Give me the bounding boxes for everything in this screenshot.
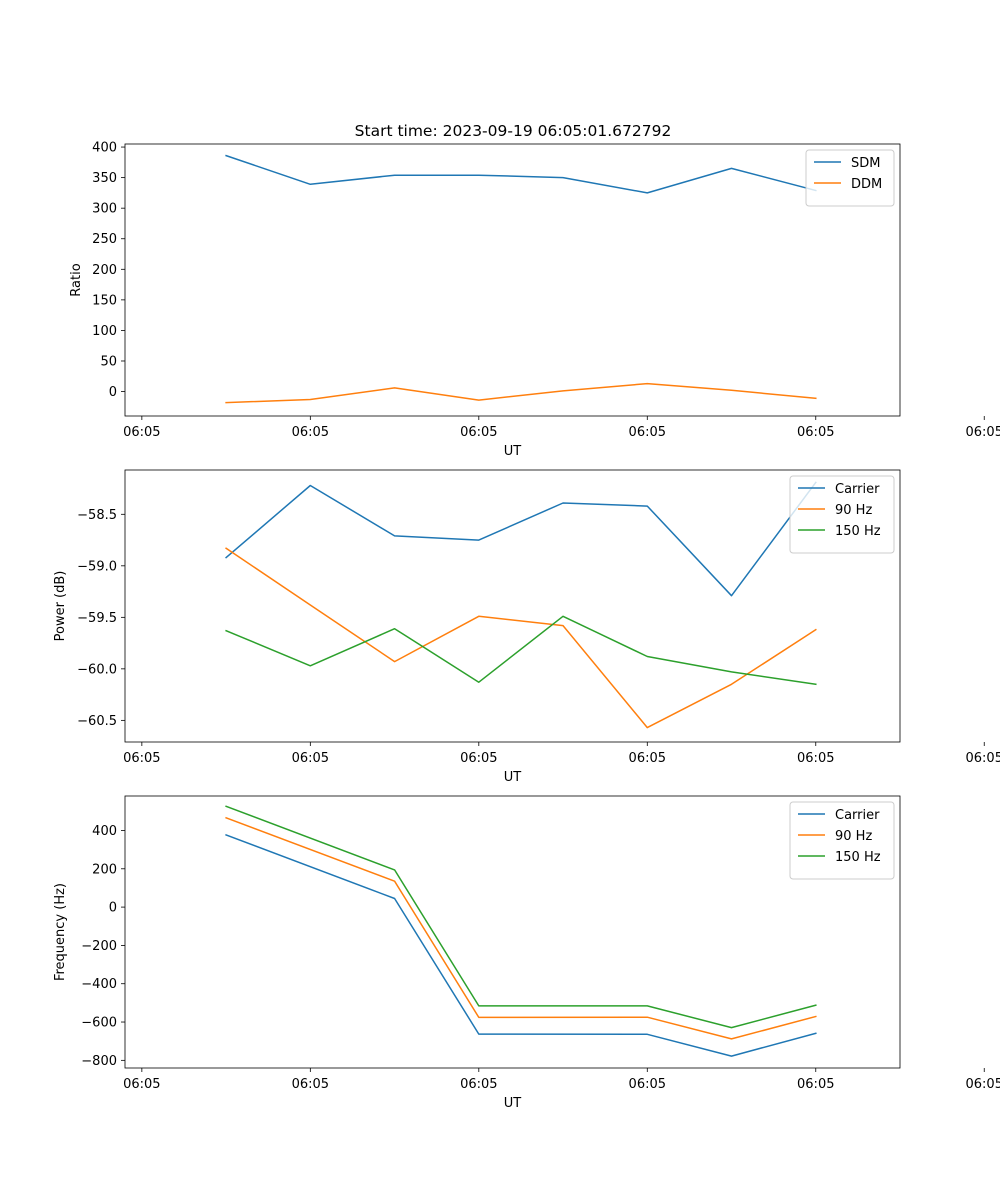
y-tick-label: 200 xyxy=(92,862,117,877)
x-tick-label: 06:05 xyxy=(966,1077,1000,1092)
x-tick-label: 06:05 xyxy=(292,751,329,766)
x-tick-label: 06:05 xyxy=(629,751,666,766)
x-tick-label: 06:05 xyxy=(460,751,497,766)
axes-frame xyxy=(124,143,901,417)
plot-panel-2: 06:0506:0506:0506:0506:0506:0506:06−60.5… xyxy=(53,469,1000,785)
x-tick-label: 06:05 xyxy=(966,751,1000,766)
series-line-90-hz xyxy=(225,816,817,1040)
y-tick-label: 150 xyxy=(92,293,117,308)
x-tick-label: 06:05 xyxy=(123,425,160,440)
y-tick-label: −59.0 xyxy=(77,559,117,574)
y-tick-label: −59.5 xyxy=(77,611,117,626)
y-axis-label: Power (dB) xyxy=(53,571,68,642)
plot-panel-3: 06:0506:0506:0506:0506:0506:0506:06−800−… xyxy=(53,795,1000,1111)
x-tick-label: 06:05 xyxy=(797,1077,834,1092)
x-tick-label: 06:05 xyxy=(292,425,329,440)
y-tick-label: 0 xyxy=(109,385,117,400)
x-tick-label: 06:05 xyxy=(123,1077,160,1092)
y-tick-label: 100 xyxy=(92,324,117,339)
y-tick-label: −600 xyxy=(81,1016,117,1031)
y-axis-label: Frequency (Hz) xyxy=(53,883,68,981)
legend-frame xyxy=(789,801,895,880)
y-axis-label: Ratio xyxy=(69,263,84,296)
legend: Carrier 90 Hz 150 Hz xyxy=(789,801,895,880)
legend-label: Carrier xyxy=(835,482,880,497)
legend: Carrier 90 Hz 150 Hz xyxy=(789,475,895,554)
x-tick-label: 06:05 xyxy=(797,425,834,440)
legend-label: 150 Hz xyxy=(835,850,881,865)
x-tick-label: 06:05 xyxy=(966,425,1000,440)
axes-frame xyxy=(124,469,901,743)
series-line-150-hz xyxy=(225,805,817,1029)
x-tick-label: 06:05 xyxy=(460,425,497,440)
legend-label: 90 Hz xyxy=(835,829,872,844)
y-tick-label: 0 xyxy=(109,901,117,916)
y-tick-label: 300 xyxy=(92,202,117,217)
y-tick-label: −60.0 xyxy=(77,662,117,677)
legend-label: Carrier xyxy=(835,808,880,823)
series-line-sdm xyxy=(225,154,817,194)
legend-label: SDM xyxy=(851,156,880,171)
x-tick-label: 06:05 xyxy=(629,425,666,440)
x-axis-label: UT xyxy=(504,1096,522,1111)
x-tick-label: 06:05 xyxy=(460,1077,497,1092)
x-tick-label: 06:05 xyxy=(292,1077,329,1092)
series-line-90-hz xyxy=(225,547,817,729)
y-tick-label: 200 xyxy=(92,263,117,278)
y-tick-label: −58.5 xyxy=(77,508,117,523)
x-axis-label: UT xyxy=(504,444,522,459)
legend-label: DDM xyxy=(851,177,882,192)
axes-frame xyxy=(124,795,901,1069)
legend-label: 90 Hz xyxy=(835,503,872,518)
x-tick-label: 06:05 xyxy=(629,1077,666,1092)
plot-panel-1: 06:0506:0506:0506:0506:0506:0506:0605010… xyxy=(69,141,1000,459)
legend-frame xyxy=(805,149,895,207)
y-tick-label: 400 xyxy=(92,141,117,156)
legend: SDM DDM xyxy=(805,149,895,207)
y-tick-label: −200 xyxy=(81,939,117,954)
x-tick-label: 06:05 xyxy=(123,751,160,766)
y-tick-label: 400 xyxy=(92,824,117,839)
series-line-150-hz xyxy=(225,615,817,686)
y-tick-label: −400 xyxy=(81,977,117,992)
series-line-carrier xyxy=(225,481,817,597)
plot-panels: 06:0506:0506:0506:0506:0506:0506:0605010… xyxy=(53,141,1000,1111)
legend-label: 150 Hz xyxy=(835,524,881,539)
figure-title: Start time: 2023-09-19 06:05:01.672792 xyxy=(355,122,672,140)
series-line-ddm xyxy=(225,382,817,404)
series-line-carrier xyxy=(225,833,817,1057)
y-tick-label: 250 xyxy=(92,232,117,247)
y-tick-label: −800 xyxy=(81,1054,117,1069)
legend-frame xyxy=(789,475,895,554)
y-tick-label: 50 xyxy=(100,354,117,369)
x-axis-label: UT xyxy=(504,770,522,785)
y-tick-label: 350 xyxy=(92,171,117,186)
y-tick-label: −60.5 xyxy=(77,714,117,729)
x-tick-label: 06:05 xyxy=(797,751,834,766)
